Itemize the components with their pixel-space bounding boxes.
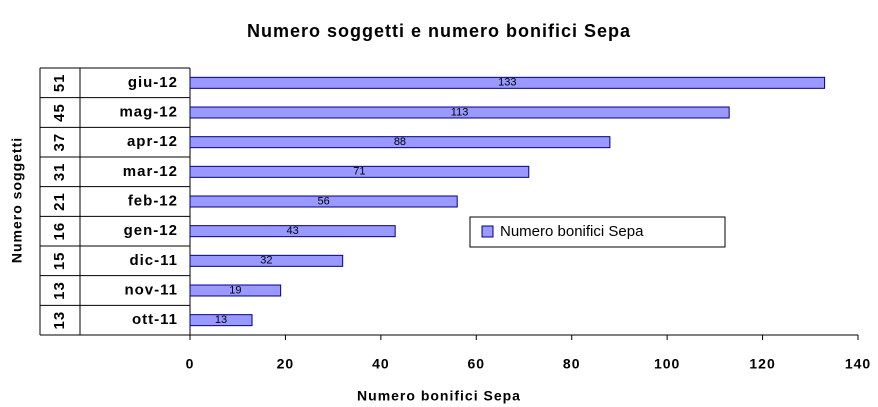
- bar: [189, 76, 826, 89]
- x-tick-label: 20: [277, 356, 295, 372]
- y-tick-label: mag-12: [119, 103, 178, 120]
- soggetti-label: 37: [51, 133, 68, 152]
- soggetti-label: 45: [51, 103, 68, 122]
- data-label: 56: [317, 195, 329, 207]
- bar: [189, 195, 458, 208]
- data-label: 19: [229, 284, 241, 296]
- soggetti-label: 51: [51, 73, 68, 92]
- bar: [189, 314, 253, 327]
- soggetti-label: 13: [51, 311, 68, 330]
- y-tick-label: giu-12: [128, 74, 178, 91]
- soggetti-label: 13: [51, 281, 68, 300]
- x-tick-label: 60: [467, 356, 485, 372]
- y-tick-label: mar-12: [123, 163, 178, 180]
- x-tick-label: 140: [845, 356, 871, 372]
- x-tick-label: 0: [186, 356, 195, 372]
- y-tick-label: gen-12: [124, 222, 178, 239]
- soggetti-label: 15: [51, 251, 68, 270]
- bar: [189, 254, 344, 267]
- chart-title: Numero soggetti e numero bonifici Sepa: [247, 21, 631, 41]
- soggetti-label: 31: [51, 162, 68, 181]
- data-label: 32: [260, 255, 272, 267]
- y-tick-label: dic-11: [129, 252, 178, 269]
- legend-box: [469, 216, 726, 248]
- x-tick-label: 40: [372, 356, 390, 372]
- x-tick-label: 100: [654, 356, 680, 372]
- soggetti-label: 16: [51, 222, 68, 241]
- y-tick-label: nov-11: [124, 281, 178, 298]
- bar: [189, 136, 611, 149]
- y-tick-label: apr-12: [127, 133, 178, 150]
- soggetti-label: 21: [51, 192, 68, 211]
- data-label: 43: [286, 225, 298, 237]
- bar: [189, 106, 730, 119]
- bar: [189, 284, 282, 297]
- data-label: 133: [498, 77, 516, 89]
- bar: [189, 225, 396, 238]
- y-axis-title: Numero soggetti: [9, 137, 25, 263]
- data-label: 13: [215, 314, 227, 326]
- y-tick-label: ott-11: [132, 311, 178, 328]
- data-label: 88: [394, 136, 406, 148]
- legend-label: Numero bonifici Sepa: [500, 223, 644, 240]
- bar: [189, 165, 530, 178]
- legend-swatch: [481, 225, 494, 238]
- x-tick-label: 80: [563, 356, 581, 372]
- data-label: 71: [353, 166, 365, 178]
- data-label: 113: [451, 106, 469, 118]
- y-tick-label: feb-12: [128, 192, 178, 209]
- x-tick-label: 120: [749, 356, 775, 372]
- x-axis-title: Numero bonifici Sepa: [357, 388, 521, 404]
